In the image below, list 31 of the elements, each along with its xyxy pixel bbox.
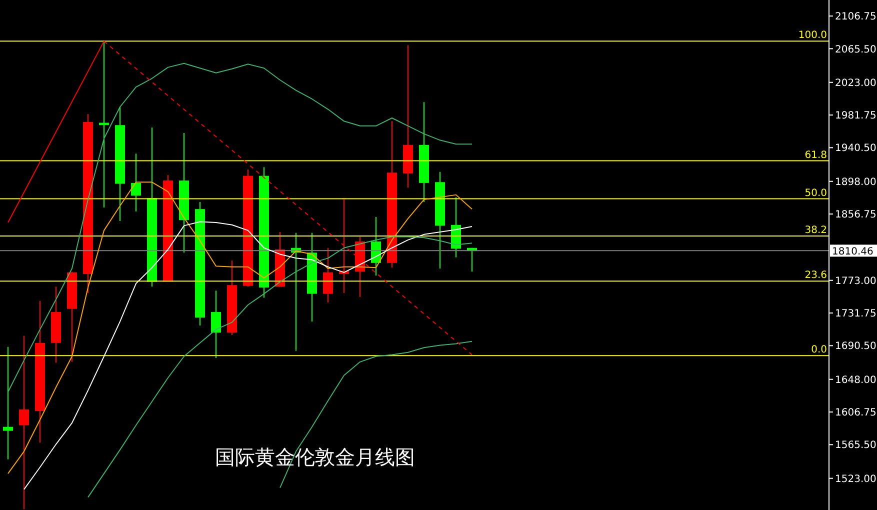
y-tick-label: 2065.50: [835, 44, 876, 56]
y-tick-label: 1856.75: [835, 210, 876, 221]
annotation: 50.0: [804, 188, 827, 199]
annotation: 100.0: [798, 30, 827, 42]
candlestick: [99, 40, 109, 208]
ref-line-label: 1810.46: [832, 246, 874, 258]
y-tick-label: 2023.00: [835, 78, 876, 89]
y-tick-label: 1523.00: [835, 474, 876, 485]
y-tick-label: 1606.75: [835, 408, 876, 419]
line-series: [88, 236, 472, 498]
y-tick-label: 1898.00: [835, 176, 876, 188]
y-tick-label: 1731.75: [835, 308, 876, 320]
annotation: 61.8: [804, 150, 827, 161]
y-tick-label: 1940.50: [835, 143, 876, 154]
line-series: [8, 182, 472, 474]
candlestick: [211, 290, 221, 358]
annotation: 0.0: [811, 344, 827, 356]
candlestick: [131, 153, 141, 212]
annotation: 38.2: [804, 224, 827, 236]
y-tick-label: 1981.75: [835, 110, 876, 122]
y-tick-label: 2106.75: [835, 12, 876, 23]
candlestick: [3, 346, 13, 460]
annotation: 23.6: [804, 270, 827, 282]
candlestick: [19, 335, 29, 510]
candlestick: [323, 247, 333, 304]
y-tick-label: 1773.00: [835, 276, 876, 287]
y-tick-label: 1690.50: [835, 341, 876, 352]
y-tick-label: 1565.50: [835, 440, 876, 452]
y-tick-label: 1648.00: [835, 374, 876, 386]
line-series: [24, 221, 472, 490]
line-series: [8, 62, 472, 393]
